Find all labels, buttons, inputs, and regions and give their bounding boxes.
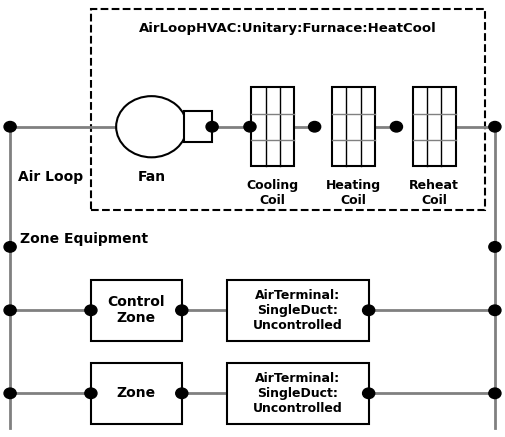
Circle shape	[206, 121, 218, 132]
Text: Air Loop: Air Loop	[18, 170, 83, 184]
Circle shape	[85, 388, 97, 399]
Bar	[91, 280, 182, 341]
Bar	[184, 111, 212, 142]
Circle shape	[4, 305, 16, 316]
Text: Fan: Fan	[137, 170, 166, 184]
Text: AirLoopHVAC:Unitary:Furnace:HeatCool: AirLoopHVAC:Unitary:Furnace:HeatCool	[139, 22, 437, 35]
Circle shape	[4, 121, 16, 132]
Circle shape	[176, 388, 188, 399]
Text: Zone: Zone	[117, 386, 156, 400]
Bar	[227, 363, 369, 424]
Circle shape	[363, 388, 375, 399]
Circle shape	[309, 121, 321, 132]
Circle shape	[4, 242, 16, 252]
FancyBboxPatch shape	[91, 9, 485, 210]
Circle shape	[489, 242, 501, 252]
Text: AirTerminal:
SingleDuct:
Uncontrolled: AirTerminal: SingleDuct: Uncontrolled	[253, 372, 343, 415]
Text: Zone Equipment: Zone Equipment	[20, 232, 148, 246]
Circle shape	[176, 305, 188, 316]
Circle shape	[4, 388, 16, 399]
Text: Heating
Coil: Heating Coil	[326, 179, 381, 207]
Bar	[413, 87, 456, 166]
Circle shape	[116, 96, 187, 157]
Text: Reheat
Coil: Reheat Coil	[410, 179, 459, 207]
Circle shape	[390, 121, 402, 132]
Text: Cooling
Coil: Cooling Coil	[246, 179, 299, 207]
Circle shape	[85, 305, 97, 316]
Circle shape	[489, 305, 501, 316]
Bar	[251, 87, 294, 166]
Text: Control
Zone: Control Zone	[108, 295, 165, 326]
Circle shape	[489, 121, 501, 132]
Bar	[91, 363, 182, 424]
Circle shape	[489, 388, 501, 399]
Bar	[332, 87, 375, 166]
Text: AirTerminal:
SingleDuct:
Uncontrolled: AirTerminal: SingleDuct: Uncontrolled	[253, 289, 343, 332]
Bar	[227, 280, 369, 341]
Circle shape	[363, 305, 375, 316]
Circle shape	[244, 121, 256, 132]
